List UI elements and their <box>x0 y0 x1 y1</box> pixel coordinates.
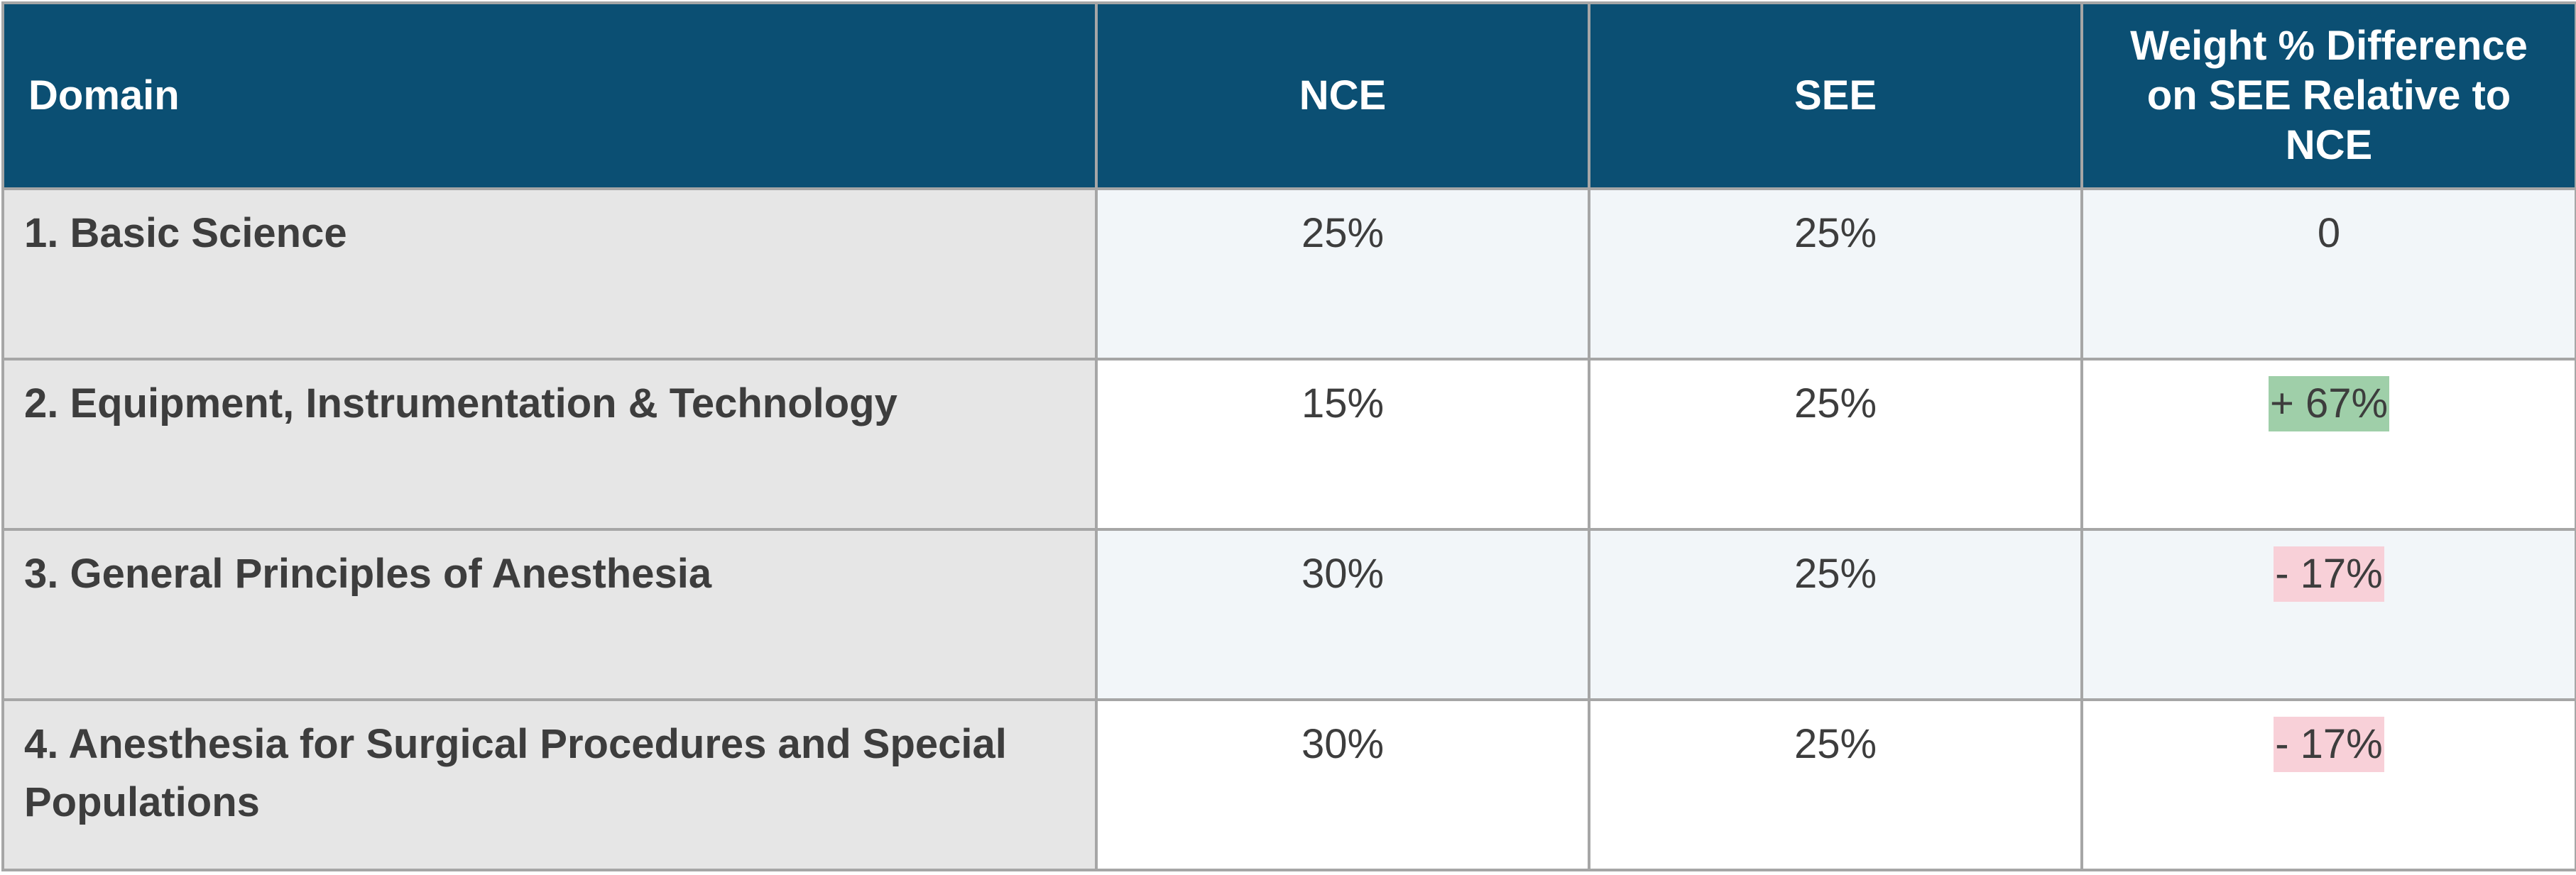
table-row: 3. General Principles of Anesthesia 30% … <box>1 528 2576 701</box>
table-row: 1. Basic Science 25% 25% 0 <box>1 187 2576 361</box>
header-weight-difference: Weight % Difference on SEE Relative to N… <box>2080 1 2576 190</box>
nce-cell: 25% <box>1095 187 1590 361</box>
table-header: Domain NCE SEE Weight % Difference on SE… <box>1 1 2576 190</box>
diff-value-increase-badge: + 67% <box>2268 376 2390 431</box>
domain-cell: 2. Equipment, Instrumentation & Technolo… <box>1 358 1098 531</box>
header-nce: NCE <box>1095 1 1590 190</box>
nce-cell: 30% <box>1095 528 1590 701</box>
diff-cell: - 17% <box>2080 698 2576 871</box>
see-cell: 25% <box>1588 528 2083 701</box>
nce-cell: 30% <box>1095 698 1590 871</box>
diff-value-decrease-badge: - 17% <box>2274 546 2384 602</box>
table-body: 1. Basic Science 25% 25% 0 2. Equipment,… <box>1 187 2576 871</box>
domain-cell: 3. General Principles of Anesthesia <box>1 528 1098 701</box>
diff-cell: 0 <box>2080 187 2576 361</box>
domain-cell: 4. Anesthesia for Surgical Procedures an… <box>1 698 1098 871</box>
domain-cell: 1. Basic Science <box>1 187 1098 361</box>
table-row: 4. Anesthesia for Surgical Procedures an… <box>1 698 2576 871</box>
header-see: SEE <box>1588 1 2083 190</box>
see-cell: 25% <box>1588 187 2083 361</box>
nce-cell: 15% <box>1095 358 1590 531</box>
header-domain: Domain <box>1 1 1098 190</box>
table-row: 2. Equipment, Instrumentation & Technolo… <box>1 358 2576 531</box>
diff-value-decrease-badge: - 17% <box>2274 717 2384 772</box>
diff-cell: + 67% <box>2080 358 2576 531</box>
diff-value: 0 <box>2317 210 2341 256</box>
header-row: Domain NCE SEE Weight % Difference on SE… <box>1 1 2576 190</box>
see-cell: 25% <box>1588 698 2083 871</box>
diff-cell: - 17% <box>2080 528 2576 701</box>
see-cell: 25% <box>1588 358 2083 531</box>
